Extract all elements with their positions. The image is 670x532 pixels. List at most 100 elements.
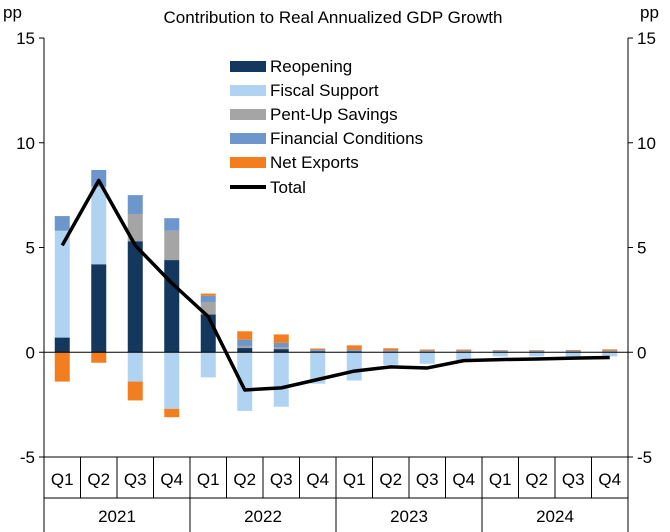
year-label-0: 2021 (98, 507, 136, 526)
y-unit-left: pp (3, 3, 22, 22)
y-tick-label-left: 10 (16, 134, 35, 153)
bar-segment-fiscal-support-4 (200, 352, 216, 378)
bar-segment-financial-conditions-13 (529, 350, 545, 352)
chart-title: Contribution to Real Annualized GDP Grow… (164, 8, 503, 27)
bar-segment-fiscal-support-14 (565, 352, 581, 357)
bar-segment-pent-up-savings-15 (602, 351, 618, 352)
bar-segment-fiscal-support-9 (383, 352, 399, 365)
legend-label-total: Total (270, 178, 306, 197)
bar-segment-net-exports-3 (164, 408, 180, 418)
bar-segment-financial-conditions-5 (237, 339, 253, 346)
legend-label-0: Reopening (270, 57, 352, 76)
bar-segment-pent-up-savings-7 (310, 350, 326, 352)
legend-swatch-1 (230, 85, 266, 96)
bar-segment-net-exports-5 (237, 331, 253, 340)
bar-segment-financial-conditions-6 (273, 342, 289, 348)
x-tick-label-12: Q1 (489, 470, 512, 489)
x-tick-label-9: Q2 (379, 470, 402, 489)
bar-segment-financial-conditions-10 (419, 350, 435, 352)
bar-segment-pent-up-savings-9 (383, 351, 399, 352)
x-tick-label-4: Q1 (197, 470, 220, 489)
bar-segment-fiscal-support-10 (419, 352, 435, 364)
legend: Reopening Fiscal Support Pent-Up Savings Fi… (230, 57, 423, 197)
y-tick-label-right: -5 (637, 448, 652, 467)
x-tick-label-13: Q2 (525, 470, 548, 489)
bar-segment-net-exports-9 (383, 348, 399, 351)
bar-segment-financial-conditions-11 (456, 350, 472, 352)
bar-segment-fiscal-support-1 (91, 186, 107, 265)
bar-segment-pent-up-savings-8 (346, 350, 362, 352)
bar-segment-net-exports-12 (492, 350, 508, 351)
bar-segment-net-exports-6 (273, 334, 289, 343)
bar-segment-financial-conditions-0 (54, 216, 70, 231)
bar-segment-financial-conditions-15 (602, 350, 618, 352)
legend-swatch-2 (230, 109, 266, 120)
y-tick-label-left: -5 (20, 448, 35, 467)
x-tick-label-8: Q1 (343, 470, 366, 489)
bar-segment-fiscal-support-6 (273, 352, 289, 407)
legend-label-4: Net Exports (270, 153, 359, 172)
bars-layer (54, 169, 618, 418)
bar-segment-fiscal-support-13 (529, 352, 545, 357)
bar-segment-reopening-0 (54, 337, 70, 353)
y-tick-label-right: 10 (637, 134, 656, 153)
bar-segment-financial-conditions-1 (91, 169, 107, 187)
bar-segment-fiscal-support-7 (310, 352, 326, 384)
bar-segment-net-exports-10 (419, 349, 435, 351)
bar-segment-net-exports-4 (200, 293, 216, 296)
bar-segment-fiscal-support-12 (492, 352, 508, 357)
bar-segment-pent-up-savings-12 (492, 351, 508, 352)
bar-segment-net-exports-2 (127, 381, 143, 401)
bar-segment-reopening-8 (346, 351, 362, 353)
x-tick-label-2: Q3 (124, 470, 147, 489)
bar-segment-net-exports-14 (565, 349, 581, 351)
y-unit-right: pp (640, 3, 659, 22)
total-line (60, 178, 610, 392)
year-label-1: 2022 (244, 507, 282, 526)
bar-segment-net-exports-13 (529, 350, 545, 351)
bar-segment-pent-up-savings-6 (273, 347, 289, 350)
bar-segment-financial-conditions-14 (565, 350, 581, 352)
legend-swatch-3 (230, 133, 266, 144)
bar-segment-financial-conditions-3 (164, 218, 180, 231)
bar-segment-financial-conditions-7 (310, 349, 326, 351)
x-tick-label-3: Q4 (160, 470, 183, 489)
bar-segment-net-exports-7 (310, 348, 326, 350)
x-tick-label-5: Q2 (233, 470, 256, 489)
bar-segment-net-exports-15 (602, 349, 618, 351)
bar-segment-financial-conditions-12 (492, 350, 508, 352)
legend-label-2: Pent-Up Savings (270, 105, 398, 124)
bar-segment-net-exports-0 (54, 352, 70, 382)
bar-segment-reopening-5 (237, 348, 253, 353)
bar-segment-pent-up-savings-11 (456, 351, 472, 352)
bar-segment-financial-conditions-8 (346, 349, 362, 351)
x-tick-label-14: Q3 (562, 470, 585, 489)
x-tick-label-6: Q3 (270, 470, 293, 489)
bar-segment-reopening-1 (91, 264, 107, 353)
legend-label-1: Fiscal Support (270, 81, 379, 100)
bar-segment-reopening-3 (164, 260, 180, 353)
bar-segment-net-exports-8 (346, 345, 362, 350)
y-tick-label-left: 0 (26, 343, 35, 362)
x-tick-label-0: Q1 (51, 470, 74, 489)
legend-swatch-4 (230, 157, 266, 168)
x-tick-label-7: Q4 (306, 470, 329, 489)
total-line-layer (60, 178, 610, 392)
year-label-2: 2023 (390, 507, 428, 526)
bar-segment-net-exports-1 (91, 352, 107, 363)
y-tick-label-right: 15 (637, 29, 656, 48)
y-tick-label-right: 0 (637, 343, 646, 362)
year-label-3: 2024 (536, 507, 574, 526)
legend-swatch-0 (230, 61, 266, 72)
x-tick-label-10: Q3 (416, 470, 439, 489)
bar-segment-pent-up-savings-5 (237, 345, 253, 349)
bar-segment-financial-conditions-2 (127, 195, 143, 214)
x-tick-label-1: Q2 (87, 470, 110, 489)
bar-segment-reopening-6 (273, 349, 289, 353)
bar-segment-fiscal-support-8 (346, 352, 362, 381)
axes-layer: -5 -5 0 0 5 5 10 10 15 15 Q1 Q2 Q3 Q4 Q1 Q2 Q3 Q4 Q1 Q2 Q3 Q4… (16, 29, 656, 532)
bar-segment-fiscal-support-5 (237, 352, 253, 411)
bar-segment-net-exports-11 (456, 349, 472, 351)
y-tick-label-right: 5 (637, 239, 646, 258)
legend-label-3: Financial Conditions (270, 129, 423, 148)
